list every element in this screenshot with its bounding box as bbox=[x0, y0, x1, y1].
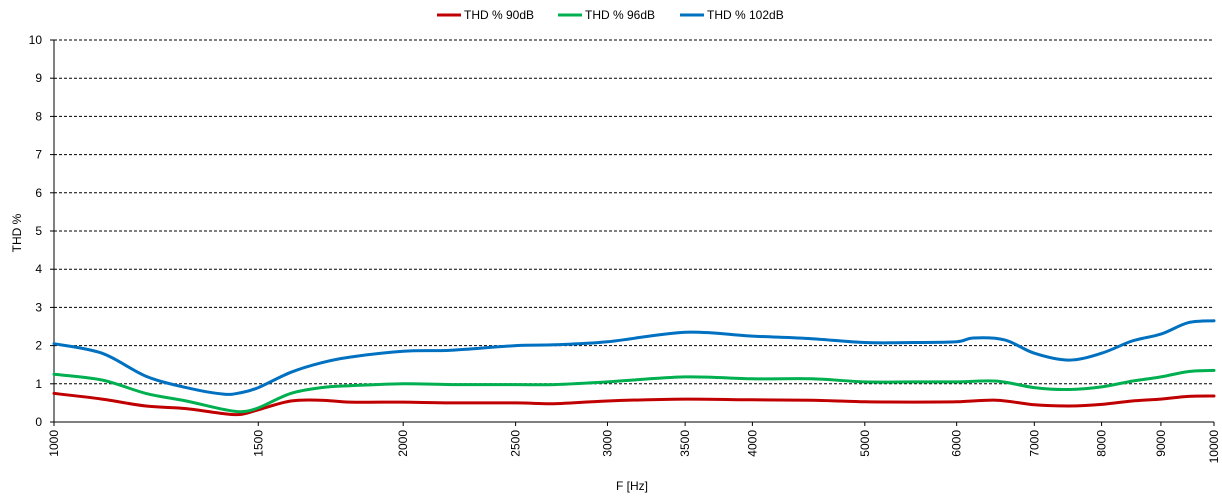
y-tick-label: 8 bbox=[35, 109, 42, 123]
series-line-2 bbox=[52, 368, 1216, 414]
y-tick-label: 10 bbox=[29, 33, 43, 47]
legend-label-2: THD % 96dB bbox=[585, 8, 655, 22]
y-tick-label: 2 bbox=[35, 339, 42, 353]
x-tick-label: 2000 bbox=[396, 430, 410, 457]
y-tick-label: 7 bbox=[35, 148, 42, 162]
y-axis-title: THD % bbox=[10, 213, 24, 252]
y-tick-label: 1 bbox=[35, 377, 42, 391]
y-tick-label: 5 bbox=[35, 224, 42, 238]
x-tick-label: 1500 bbox=[251, 430, 265, 457]
legend: THD % 90dB THD % 96dB THD % 102dB bbox=[437, 8, 784, 22]
x-tick-label: 2500 bbox=[509, 430, 523, 457]
x-tick-label: 9000 bbox=[1154, 430, 1168, 457]
y-tick-label: 3 bbox=[35, 300, 42, 314]
grid-lines bbox=[54, 39, 1214, 385]
x-tick-label: 3000 bbox=[600, 430, 614, 457]
x-tick-label: 6000 bbox=[950, 430, 964, 457]
y-tick-label: 6 bbox=[35, 186, 42, 200]
x-tick-label: 5000 bbox=[858, 430, 872, 457]
series-line-1 bbox=[52, 391, 1216, 417]
x-tick-label: 8000 bbox=[1095, 430, 1109, 457]
x-tick-label: 7000 bbox=[1027, 430, 1041, 457]
y-tick-label: 9 bbox=[35, 71, 42, 85]
x-axis-title: F [Hz] bbox=[616, 479, 648, 493]
x-tick-label: 1000 bbox=[47, 430, 61, 457]
axes bbox=[50, 39, 1215, 426]
legend-label-1: THD % 90dB bbox=[464, 8, 534, 22]
legend-label-3: THD % 102dB bbox=[707, 8, 784, 22]
x-tick-label: 4000 bbox=[745, 430, 759, 457]
series-line-3 bbox=[52, 319, 1216, 396]
series-lines bbox=[52, 319, 1216, 417]
x-tick-labels: 1000 1500 2000 2500 3000 3500 4000 5000 6000 7000… bbox=[47, 430, 1221, 464]
y-tick-labels: 0 1 2 3 4 5 6 7 8 9 10 bbox=[29, 33, 43, 429]
y-tick-label: 0 bbox=[35, 415, 42, 429]
y-tick-label: 4 bbox=[35, 262, 42, 276]
x-tick-label: 10000 bbox=[1207, 430, 1221, 464]
x-tick-label: 3500 bbox=[678, 430, 692, 457]
